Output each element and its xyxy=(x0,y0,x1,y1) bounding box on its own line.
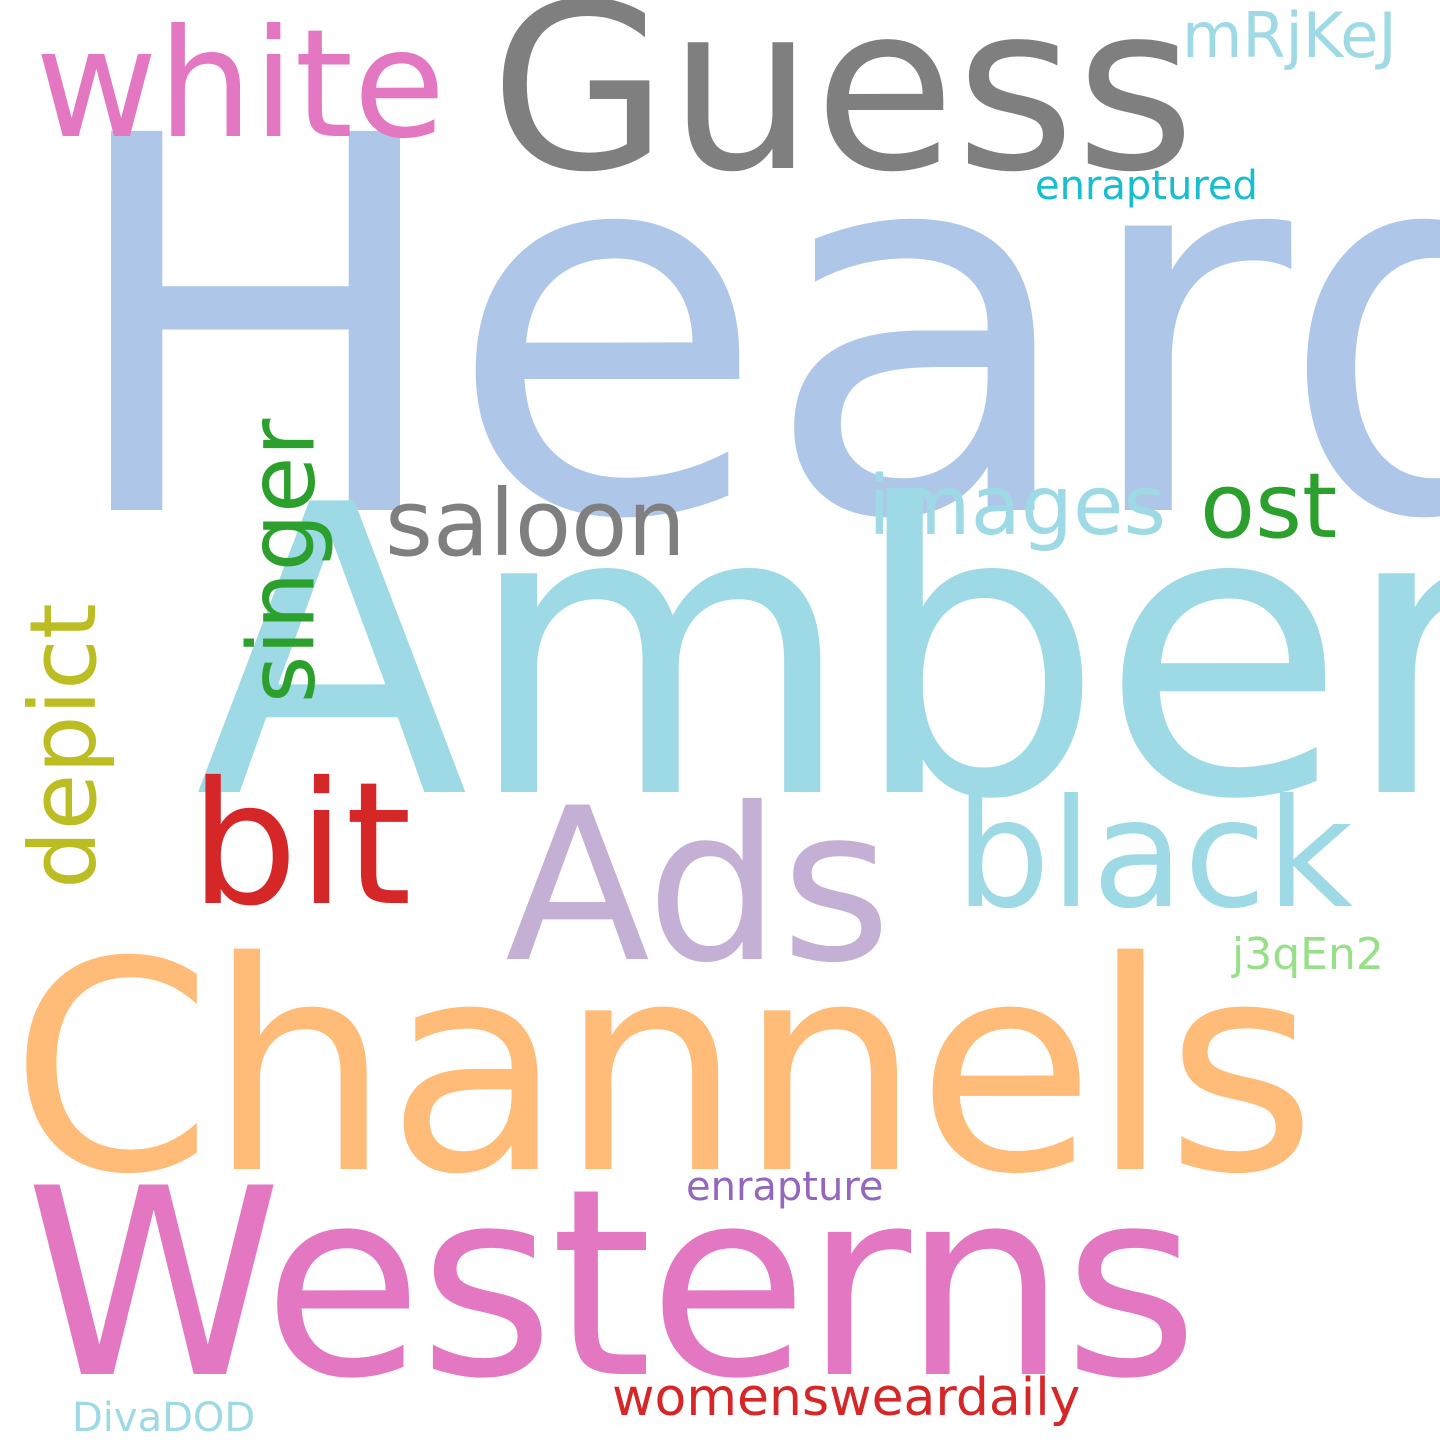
word-images: images xyxy=(868,459,1167,554)
word-mrjkej: mRjKeJ xyxy=(1182,0,1397,72)
word-depict: depict xyxy=(9,603,117,889)
word-enrapture: enrapture xyxy=(686,1164,884,1210)
word-saloon: saloon xyxy=(385,470,686,577)
word-ost: ost xyxy=(1200,454,1338,559)
word-white: white xyxy=(35,0,446,172)
word-j3qen2: j3qEn2 xyxy=(1232,929,1384,980)
word-westerns: Westerns xyxy=(25,1134,1199,1436)
word-guess: Guess xyxy=(490,0,1196,223)
word-ads: Ads xyxy=(505,762,892,1009)
word-heard: Heard xyxy=(60,27,1440,633)
word-bit: bit xyxy=(190,746,412,944)
word-amber: Amber xyxy=(195,422,1440,887)
word-divadod: DivaDOD xyxy=(72,1395,256,1440)
word-enraptured: enraptured xyxy=(1035,163,1258,209)
word-womensweardaily: womensweardaily xyxy=(612,1368,1081,1428)
word-black: black xyxy=(955,768,1354,942)
word-singer: singer xyxy=(228,418,336,704)
word-channels: Channels xyxy=(10,901,1317,1238)
